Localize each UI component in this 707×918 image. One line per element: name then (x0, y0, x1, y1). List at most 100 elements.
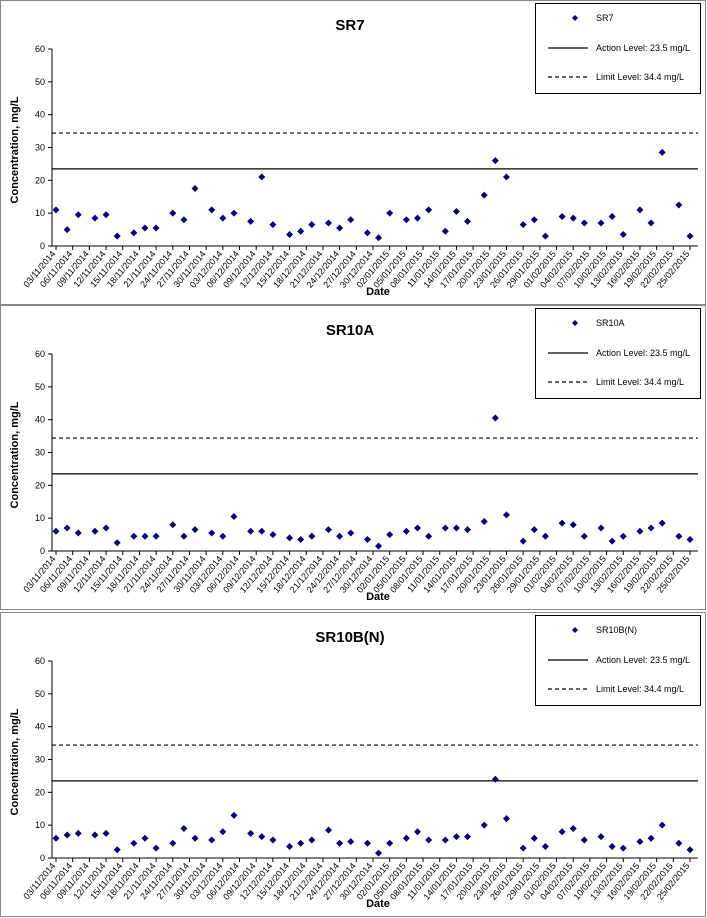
x-axis-title: Date (366, 286, 390, 298)
data-point (219, 214, 227, 222)
data-point (52, 834, 60, 842)
y-tick-label: 30 (35, 143, 45, 153)
y-tick-label: 20 (35, 175, 45, 185)
legend-label: Limit Level: 34.4 mg/L (596, 72, 684, 82)
data-point (491, 157, 499, 165)
data-point (74, 829, 82, 837)
data-point (63, 524, 71, 532)
data-point (297, 227, 305, 235)
legend-marker (572, 320, 578, 326)
y-tick-label: 10 (35, 513, 45, 523)
data-point (530, 216, 538, 224)
data-point (269, 221, 277, 229)
y-axis-title: Concentration, mg/L (9, 708, 21, 815)
data-point (208, 836, 216, 844)
data-point (91, 527, 99, 535)
y-tick-label: 20 (35, 787, 45, 797)
data-point (336, 224, 344, 232)
data-point (464, 217, 472, 225)
data-point (541, 232, 549, 240)
data-point (502, 815, 510, 823)
data-point (686, 846, 694, 854)
data-point (491, 414, 499, 422)
data-point (569, 214, 577, 222)
data-point (191, 526, 199, 534)
y-tick-label: 60 (35, 44, 45, 54)
legend-label: Limit Level: 34.4 mg/L (596, 377, 684, 387)
data-point (519, 537, 527, 545)
data-point (191, 834, 199, 842)
chart-title: SR7 (335, 17, 364, 34)
data-point (297, 536, 305, 544)
data-point (52, 206, 60, 214)
data-point (402, 527, 410, 535)
data-point (658, 519, 666, 527)
data-point (102, 829, 110, 837)
data-point (480, 517, 488, 525)
y-tick-label: 60 (35, 349, 45, 359)
data-point (247, 829, 255, 837)
data-point (152, 532, 160, 540)
chart-title: SR10B(N) (315, 629, 384, 646)
data-point (441, 836, 449, 844)
data-point (91, 831, 99, 839)
data-point (102, 524, 110, 532)
data-point (541, 532, 549, 540)
y-tick-label: 40 (35, 722, 45, 732)
data-point (113, 232, 121, 240)
data-point (180, 532, 188, 540)
data-point (363, 839, 371, 847)
chart-title: SR10A (326, 322, 375, 339)
x-axis-title: Date (366, 591, 390, 603)
data-point (675, 839, 683, 847)
data-point (464, 833, 472, 841)
legend-label: SR10A (596, 318, 625, 328)
data-point (647, 219, 655, 227)
data-point (208, 529, 216, 537)
data-point (452, 524, 460, 532)
data-point (558, 519, 566, 527)
data-point (336, 532, 344, 540)
y-tick-label: 40 (35, 110, 45, 120)
data-point (425, 206, 433, 214)
data-point (63, 226, 71, 234)
data-point (619, 532, 627, 540)
y-tick-label: 50 (35, 77, 45, 87)
panel-border (0, 0, 706, 305)
data-point (308, 836, 316, 844)
data-point (347, 838, 355, 846)
data-point (258, 833, 266, 841)
data-point (269, 531, 277, 539)
data-point (308, 221, 316, 229)
data-point (247, 217, 255, 225)
legend-marker (572, 627, 578, 633)
data-point (425, 836, 433, 844)
data-point (413, 828, 421, 836)
data-point (152, 224, 160, 232)
data-point (180, 824, 188, 832)
chart-panel: SR10A010203040506003/11/201406/11/201409… (0, 305, 706, 610)
data-point (336, 839, 344, 847)
data-point (308, 532, 316, 540)
data-point (258, 173, 266, 181)
data-point (619, 231, 627, 239)
data-point (480, 821, 488, 829)
data-point (169, 839, 177, 847)
data-point (230, 811, 238, 819)
legend-label: Action Level: 23.5 mg/L (596, 348, 690, 358)
data-point (386, 531, 394, 539)
data-point (208, 206, 216, 214)
data-point (363, 536, 371, 544)
data-point (52, 527, 60, 535)
chart-panel: SR7010203040506003/11/201406/11/201409/1… (0, 0, 706, 305)
y-tick-label: 40 (35, 415, 45, 425)
data-point (464, 526, 472, 534)
data-point (530, 834, 538, 842)
data-point (675, 201, 683, 209)
legend-label: SR10B(N) (596, 625, 637, 635)
y-axis-title: Concentration, mg/L (9, 96, 21, 203)
data-point (647, 524, 655, 532)
data-point (152, 844, 160, 852)
data-point (686, 232, 694, 240)
